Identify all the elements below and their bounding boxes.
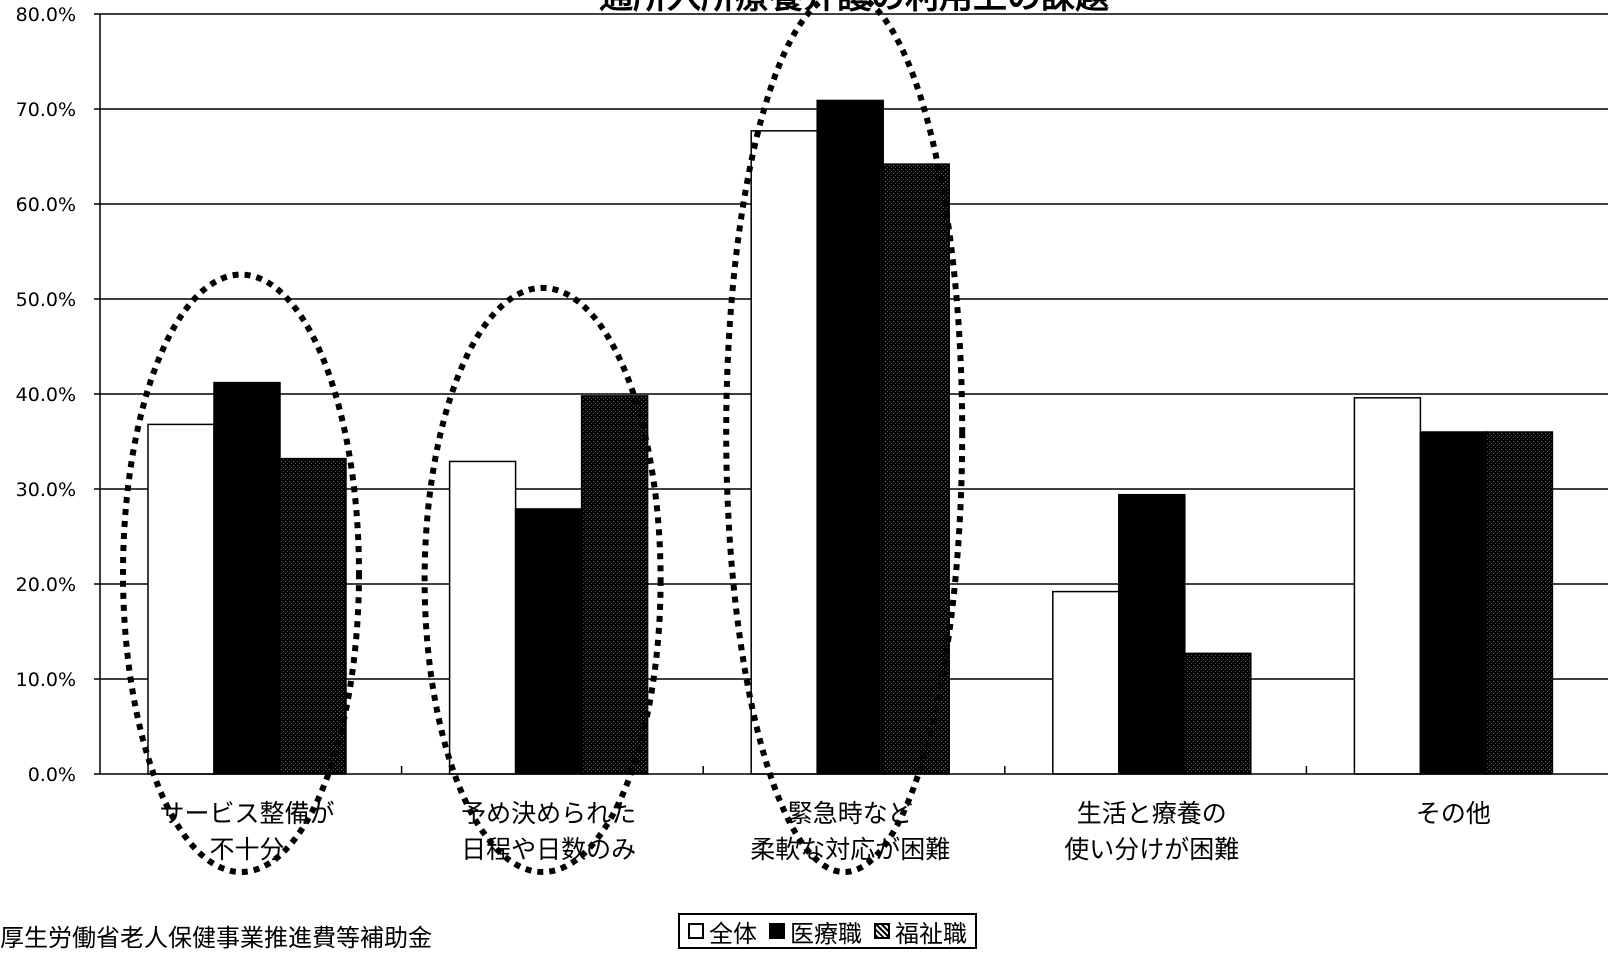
bar-medical xyxy=(514,508,583,775)
footnote: 厚生労働省老人保健事業推進費等補助金 xyxy=(0,924,432,952)
highlight-ellipse xyxy=(421,284,664,875)
category-label: 緊急時など xyxy=(788,799,913,828)
highlight-ellipse xyxy=(723,0,966,875)
category-label: 生活と療養の xyxy=(1077,799,1227,828)
bars xyxy=(147,99,1554,775)
bar-welfare xyxy=(580,395,649,775)
axes xyxy=(94,13,1608,775)
y-tick-label: 20.0% xyxy=(16,574,76,596)
bar-medical xyxy=(1118,493,1186,775)
legend-item-welfare: 福祉職 xyxy=(874,914,967,949)
category-label: その他 xyxy=(1416,799,1491,828)
category-label: 柔軟な対応が困難 xyxy=(750,835,950,864)
y-tick-label: 0.0% xyxy=(28,764,76,786)
bar-all xyxy=(1353,397,1422,775)
bar-welfare xyxy=(1184,652,1252,775)
category-label: 使い分けが困難 xyxy=(1064,835,1239,864)
bar-welfare xyxy=(1485,431,1554,775)
highlight-ellipse xyxy=(120,271,362,875)
bar-medical xyxy=(816,99,884,775)
bar-all xyxy=(750,130,818,775)
chart-title: 通所入所療養介護の利用上の課題 xyxy=(599,0,1109,17)
legend-swatch-welfare xyxy=(874,923,890,939)
bar-welfare xyxy=(882,163,950,775)
bar-medical xyxy=(213,381,281,775)
category-label: サービス整備が xyxy=(159,799,334,828)
y-tick-label: 50.0% xyxy=(16,289,76,311)
legend-item-medical: 医療職 xyxy=(769,914,862,949)
category-label: 不十分 xyxy=(209,835,284,864)
legend: 全体 医療職 福祉職 xyxy=(678,913,977,949)
highlight-ellipses xyxy=(120,0,966,875)
legend-label-all: 全体 xyxy=(709,919,757,948)
y-tick-label: 60.0% xyxy=(16,194,76,216)
legend-item-all: 全体 xyxy=(688,914,757,949)
bar-all xyxy=(448,460,517,775)
y-tick-label: 40.0% xyxy=(16,384,76,406)
legend-label-medical: 医療職 xyxy=(790,919,862,948)
bar-medical xyxy=(1419,431,1488,775)
y-tick-labels: 0.0% 10.0% 20.0% 30.0% 40.0% 50.0% 60.0% 70.0% 8… xyxy=(16,4,76,786)
bar-all xyxy=(147,423,215,775)
bar-welfare xyxy=(279,457,347,775)
y-tick-label: 80.0% xyxy=(16,4,76,26)
legend-swatch-all xyxy=(688,923,704,939)
y-tick-label: 70.0% xyxy=(16,99,76,121)
y-tick-label: 30.0% xyxy=(16,479,76,501)
legend-swatch-medical xyxy=(769,923,785,939)
y-tick-label: 10.0% xyxy=(16,669,76,691)
category-label: 予め決められた xyxy=(461,799,636,828)
bar-all xyxy=(1052,590,1120,775)
category-label: 日程や日数のみ xyxy=(461,835,636,864)
legend-label-welfare: 福祉職 xyxy=(895,919,967,948)
